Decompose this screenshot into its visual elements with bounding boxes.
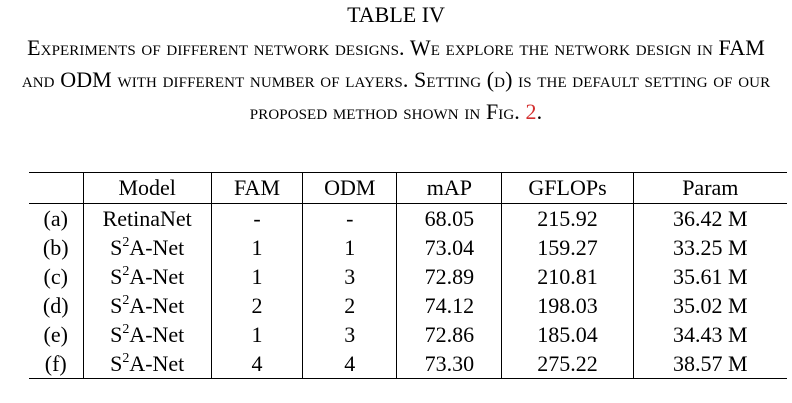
cell-gflops: 198.03 <box>501 291 634 320</box>
model-superscript: 2 <box>122 351 130 366</box>
header-param: Param <box>632 172 787 204</box>
table-label: TABLE IV <box>347 2 445 27</box>
table-row: (e) S2A-Net 1 3 72.86 185.04 34.43 M <box>29 320 787 349</box>
cell-gflops: 275.22 <box>501 349 634 379</box>
cell-odm: 1 <box>302 233 397 262</box>
caption-text: Experiments of different network designs… <box>21 35 771 124</box>
cell-param: 34.43 M <box>632 320 787 349</box>
cell-model: S2A-Net <box>82 291 212 320</box>
header-fam: FAM <box>210 172 303 204</box>
cell-gflops: 210.81 <box>501 262 634 291</box>
table-caption: Experiments of different network designs… <box>10 32 782 128</box>
cell-model: RetinaNet <box>82 203 212 233</box>
model-base: S <box>110 351 123 376</box>
cell-model: S2A-Net <box>82 262 212 291</box>
header-setting <box>29 173 83 204</box>
cell-param: 35.02 M <box>632 291 787 320</box>
model-base: S <box>110 235 123 260</box>
figure-reference-link[interactable]: 2 <box>525 99 537 124</box>
header-odm: ODM <box>302 172 397 204</box>
table-row: (b) S2A-Net 1 1 73.04 159.27 33.25 M <box>29 233 787 262</box>
model-superscript: 2 <box>122 293 130 308</box>
header-map: mAP <box>396 172 502 204</box>
table-header-row: Model FAM ODM mAP GFLOPs Param <box>29 172 787 204</box>
model-rest: A-Net <box>129 235 185 260</box>
table-row: (f) S2A-Net 4 4 73.30 275.22 38.57 M <box>29 349 787 379</box>
model-base: S <box>110 264 123 289</box>
cell-odm: 4 <box>302 349 397 379</box>
cell-map: 73.30 <box>396 349 502 379</box>
cell-param: 36.42 M <box>632 203 787 233</box>
table-row: (d) S2A-Net 2 2 74.12 198.03 35.02 M <box>29 291 787 320</box>
cell-map-best: 74.12 <box>396 291 502 320</box>
cell-fam: 4 <box>210 349 303 379</box>
model-base: S <box>110 293 123 318</box>
model-superscript: 2 <box>122 264 130 279</box>
cell-param-best: 33.25 M <box>632 233 787 262</box>
cell-map: 72.89 <box>396 262 502 291</box>
cell-odm: 3 <box>302 262 397 291</box>
cell-gflops-best: 159.27 <box>501 233 634 262</box>
cell-fam: 1 <box>210 320 303 349</box>
model-base: S <box>110 322 123 347</box>
header-model: Model <box>82 172 212 204</box>
cell-map: 73.04 <box>396 233 502 262</box>
cell-setting: (b) <box>42 235 69 260</box>
cell-setting: (d) <box>42 293 69 318</box>
model-rest: A-Net <box>129 322 185 347</box>
cell-model: S2A-Net <box>82 320 212 349</box>
cell-model: S2A-Net <box>82 349 212 379</box>
cell-setting: (f) <box>44 351 67 376</box>
cell-fam: 1 <box>210 233 303 262</box>
cell-setting: (a) <box>43 206 68 231</box>
cell-map: 72.86 <box>396 320 502 349</box>
model-rest: A-Net <box>129 351 185 376</box>
model-superscript: 2 <box>122 322 130 337</box>
cell-odm: - <box>302 203 397 233</box>
model-rest: A-Net <box>129 293 185 318</box>
caption-end: . <box>536 99 543 124</box>
cell-setting: (c) <box>43 264 68 289</box>
cell-setting: (e) <box>43 322 68 347</box>
cell-gflops: 185.04 <box>501 320 634 349</box>
model-superscript: 2 <box>122 235 130 250</box>
table-row: (a) RetinaNet - - 68.05 215.92 36.42 M <box>29 203 787 233</box>
cell-param: 38.57 M <box>632 349 787 379</box>
cell-map: 68.05 <box>396 203 502 233</box>
cell-param: 35.61 M <box>632 262 787 291</box>
cell-model: S2A-Net <box>82 233 212 262</box>
cell-fam: 1 <box>210 262 303 291</box>
cell-fam: - <box>210 203 303 233</box>
table-row: (c) S2A-Net 1 3 72.89 210.81 35.61 M <box>29 262 787 291</box>
cell-fam: 2 <box>210 291 303 320</box>
cell-odm: 2 <box>302 291 397 320</box>
results-table: Model FAM ODM mAP GFLOPs Param (a) Retin… <box>29 172 787 379</box>
header-gflops: GFLOPs <box>501 172 634 204</box>
model-rest: A-Net <box>129 264 185 289</box>
cell-odm: 3 <box>302 320 397 349</box>
cell-gflops: 215.92 <box>501 203 634 233</box>
